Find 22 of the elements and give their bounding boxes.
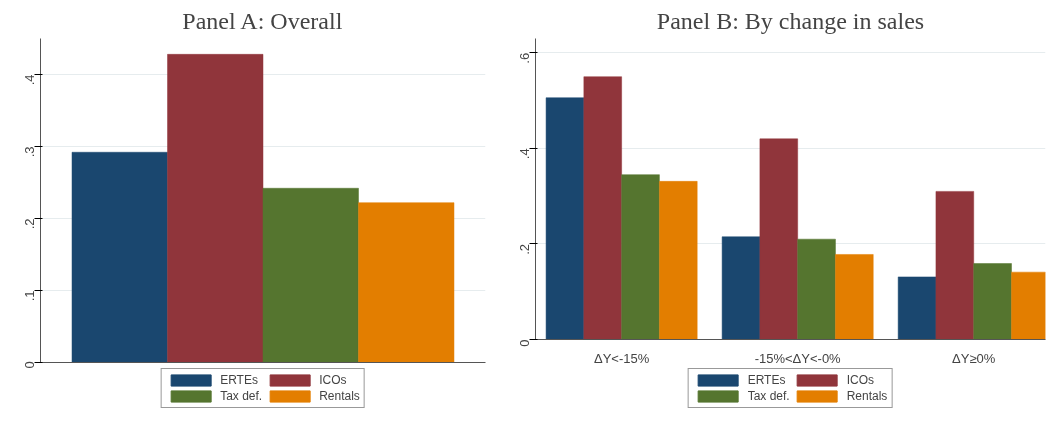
chart-title: Panel A: Overall bbox=[182, 7, 343, 34]
y-tick-label: .1 bbox=[22, 290, 37, 302]
legend-label: Tax def. bbox=[747, 389, 790, 403]
y-tick-label: .6 bbox=[517, 52, 532, 64]
y-tick-label: .2 bbox=[22, 218, 37, 230]
y-tick-label: .3 bbox=[22, 146, 37, 158]
y-tick-label: .4 bbox=[517, 148, 532, 160]
x-tick-label: ΔY≥0% bbox=[952, 350, 996, 366]
x-tick-label: -15%<ΔY<-0% bbox=[754, 350, 842, 366]
x-tick-label: ΔY<-15% bbox=[593, 350, 650, 366]
chart-title: Panel B: By change in sales bbox=[656, 7, 925, 34]
legend-label: Tax def. bbox=[220, 389, 263, 403]
legend-label: Rentals bbox=[319, 389, 360, 403]
legend-label: ICOs bbox=[846, 373, 875, 387]
y-tick-label: .4 bbox=[22, 74, 37, 86]
y-tick-label: 0 bbox=[22, 361, 37, 369]
legend-label: Rentals bbox=[846, 389, 888, 403]
legend-label: ERTEs bbox=[747, 373, 786, 387]
legend-label: ICOs bbox=[319, 373, 347, 387]
y-tick-label: 0 bbox=[517, 339, 532, 347]
legend-label: ERTEs bbox=[220, 373, 258, 387]
y-tick-label: .2 bbox=[517, 243, 532, 255]
